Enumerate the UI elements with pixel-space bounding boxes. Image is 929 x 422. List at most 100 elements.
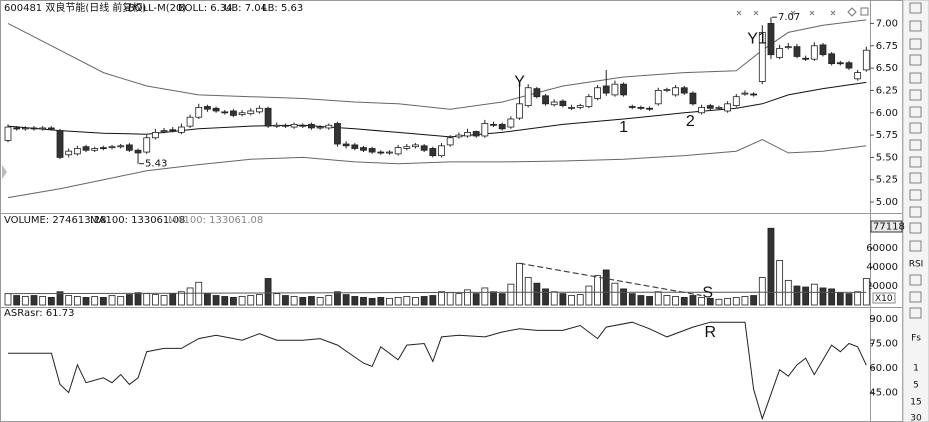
candle-body xyxy=(784,46,792,49)
indicator-line xyxy=(7,291,867,295)
candle-body xyxy=(394,147,402,155)
volume-bar xyxy=(108,295,116,306)
tool-label: 1 xyxy=(913,364,919,374)
candle-body xyxy=(758,31,766,82)
volume-bar xyxy=(186,287,194,306)
extreme-label: 5.43 xyxy=(145,159,167,170)
title: 600481 双良节能(日线 前复权) xyxy=(4,1,146,14)
volume-bar xyxy=(273,293,281,306)
candle-body xyxy=(299,124,307,127)
candle-body xyxy=(654,90,662,105)
candle-body xyxy=(507,118,515,128)
volume-bar xyxy=(143,293,151,306)
y-tick-label: 90.00 xyxy=(869,314,898,325)
volume-bar xyxy=(73,296,81,306)
volume-title: VOLUME: 274613.28 xyxy=(4,215,107,226)
toolbar xyxy=(902,0,929,422)
candle-body xyxy=(308,123,315,129)
volume-bar xyxy=(672,296,679,306)
volume-bar xyxy=(394,297,402,306)
y-tick-label: 45.00 xyxy=(869,388,898,399)
volume-bar xyxy=(21,296,29,306)
candle-body xyxy=(706,105,714,109)
volume-bar xyxy=(429,295,437,306)
volume-bar xyxy=(256,294,263,306)
volume-bar xyxy=(568,295,575,306)
candle-body xyxy=(559,100,567,107)
candle-body xyxy=(377,151,385,154)
volume-bar xyxy=(13,295,21,306)
tool-label: Fs xyxy=(911,334,921,344)
toolbar-icons xyxy=(909,2,922,319)
volume-bar xyxy=(802,286,810,306)
candle-body xyxy=(481,123,489,137)
candle-body xyxy=(117,145,125,148)
volume-bar xyxy=(654,291,662,306)
volume-bar xyxy=(862,278,870,306)
tool-icon xyxy=(909,54,922,66)
candle-body xyxy=(212,107,220,112)
volume-bar xyxy=(82,297,90,306)
volume-bar xyxy=(342,294,350,306)
annotation: S xyxy=(702,284,713,301)
cursor-box xyxy=(870,220,903,233)
candle-body xyxy=(819,44,827,56)
volume-bar xyxy=(160,295,168,306)
frame xyxy=(0,0,903,422)
candle-body xyxy=(793,46,801,57)
candle-body xyxy=(221,111,229,114)
volume-bar xyxy=(177,291,185,306)
volume-bar xyxy=(845,293,853,306)
candle-body xyxy=(230,110,237,116)
y-tick-label: 7.00 xyxy=(876,18,898,29)
y-tick-label: 75.00 xyxy=(869,338,898,349)
volume-bar xyxy=(386,297,393,306)
tool-icon xyxy=(909,206,922,218)
candle-body xyxy=(637,106,645,109)
y-tick-label: 40000 xyxy=(866,262,898,273)
candle-body xyxy=(351,144,359,149)
candle-body xyxy=(698,106,705,114)
volume-bar xyxy=(810,283,818,306)
tool-icon xyxy=(909,38,922,50)
tool-icon xyxy=(909,189,922,201)
volume-bar xyxy=(299,297,307,306)
volume-bar xyxy=(212,295,220,306)
volume-bar xyxy=(706,297,714,306)
tool-icon xyxy=(909,274,922,286)
candle-body xyxy=(108,146,116,149)
candle-body xyxy=(862,49,870,71)
tool-icon xyxy=(909,222,922,234)
volume-bar xyxy=(585,285,593,306)
candle-body xyxy=(646,107,653,110)
volume-bar xyxy=(282,295,289,306)
volume-bar xyxy=(793,285,801,306)
candle-body xyxy=(360,147,367,151)
volume-bar xyxy=(39,296,47,306)
scroll-handle xyxy=(2,165,7,179)
scale-box xyxy=(872,292,896,304)
tool-label: 15 xyxy=(910,398,921,408)
volume-bar xyxy=(47,297,55,306)
volume-bar xyxy=(446,292,454,306)
volume-bar xyxy=(628,293,636,306)
annotation: Y1 xyxy=(747,31,767,48)
tool-icon xyxy=(909,89,922,101)
candle-body xyxy=(186,116,194,127)
volume-bar xyxy=(412,297,419,306)
tool-icon xyxy=(909,122,922,134)
candle-body xyxy=(204,106,211,110)
candle-body xyxy=(854,72,862,80)
indicator-line xyxy=(7,138,867,199)
candle-body xyxy=(498,123,506,130)
volume-bar xyxy=(741,296,749,306)
volume-bar xyxy=(264,278,272,306)
y-tick-label: 60000 xyxy=(866,243,898,254)
asr-title: ASR xyxy=(4,308,24,319)
candle-body xyxy=(256,107,263,113)
tool-icon xyxy=(909,72,922,84)
legend: UB: 7.04 xyxy=(224,3,267,14)
volume-bar xyxy=(611,282,619,306)
candle-body xyxy=(446,137,454,146)
candle-body xyxy=(342,143,350,147)
